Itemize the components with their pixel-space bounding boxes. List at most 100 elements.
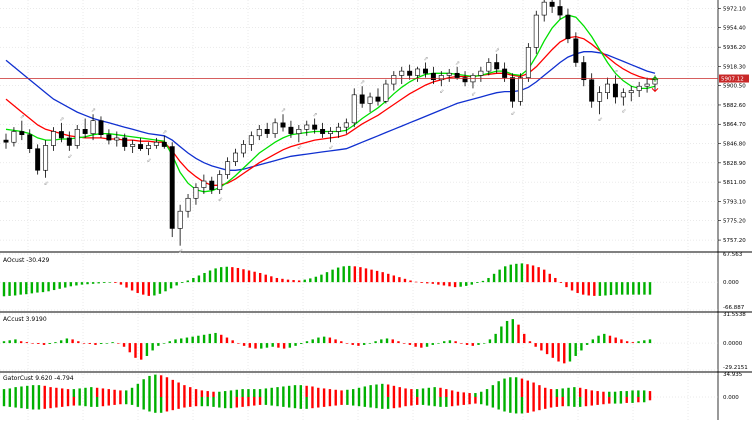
ac-bar xyxy=(483,343,486,344)
ac-axis-label: -29.2151 xyxy=(723,365,748,371)
gator-lower-bar xyxy=(514,397,518,414)
gator-upper-bar xyxy=(258,389,262,397)
fractal-down-marker: ⇙ xyxy=(621,108,626,115)
gator-lower-bar xyxy=(404,397,407,407)
ao-bar xyxy=(2,282,6,297)
ac-pane-title: ACcust 3.9190 xyxy=(3,316,47,323)
ao-bar xyxy=(320,274,323,283)
gator-upper-bar xyxy=(357,387,361,397)
gator-upper-bar xyxy=(346,389,349,397)
ao-bar xyxy=(153,282,156,296)
candle xyxy=(161,141,167,147)
ac-bar xyxy=(271,343,274,347)
ao-bar xyxy=(403,278,407,283)
current-price-tag xyxy=(719,74,749,83)
gator-upper-bar xyxy=(608,391,611,397)
gator-lower-bar xyxy=(421,397,425,405)
ao-bar xyxy=(487,277,490,283)
candle xyxy=(454,72,460,78)
gator-lower-bar xyxy=(608,397,611,404)
candle xyxy=(201,180,207,188)
ao-bar xyxy=(164,282,167,292)
ac-bar xyxy=(328,337,332,344)
gator-upper-bar xyxy=(264,388,268,397)
gator-lower-bar xyxy=(270,397,273,406)
ac-bar xyxy=(523,333,526,344)
ao-bar xyxy=(615,282,618,295)
ao-bar xyxy=(292,280,295,283)
ao-bar xyxy=(147,282,150,296)
candle xyxy=(264,129,270,134)
fractal-down-marker: ⇙ xyxy=(329,144,334,151)
ao-bar xyxy=(359,267,362,283)
gator-upper-bar xyxy=(509,377,512,397)
ao-bar xyxy=(348,265,351,283)
awesome-oscillator-pane[interactable]: AOcust -30.429 xyxy=(2,257,652,297)
gator-lower-bar xyxy=(311,397,314,409)
candle xyxy=(438,75,444,81)
gator-lower-bar xyxy=(613,397,617,404)
candle xyxy=(35,148,41,171)
ac-bar xyxy=(391,339,394,344)
gator-lower-bar xyxy=(177,397,180,409)
candle xyxy=(620,92,626,98)
candle xyxy=(225,161,231,175)
fractal-up-marker: ⇗ xyxy=(313,112,318,119)
price-axis-label: 5954.40 xyxy=(723,26,746,32)
ao-bar xyxy=(476,282,479,283)
gator-lower-bar xyxy=(351,397,355,406)
ao-bar xyxy=(36,282,39,293)
fractal-down-marker: ⇙ xyxy=(297,144,302,151)
ac-bar xyxy=(225,337,229,344)
gator-upper-bar xyxy=(154,374,157,397)
ac-bar xyxy=(380,339,383,344)
ao-bar xyxy=(13,282,17,296)
gator-upper-bar xyxy=(49,387,52,397)
gator-upper-bar xyxy=(386,384,390,397)
fractal-up-marker: ⇗ xyxy=(20,114,25,121)
ao-bar xyxy=(169,282,173,289)
gator-lower-bar xyxy=(282,397,285,407)
gator-upper-bar xyxy=(555,389,559,397)
gator-upper-bar xyxy=(427,387,431,397)
ao-bar xyxy=(548,273,551,283)
gator-upper-bar xyxy=(578,387,582,397)
fractal-up-marker: ⇗ xyxy=(91,107,96,114)
candle xyxy=(240,144,246,154)
ma-slow-line xyxy=(5,51,656,171)
candle xyxy=(169,146,175,229)
main-price-pane[interactable]: ⇗⇙⇗⇙⇗⇙⇗⇙⇙⇗⇙⇗⇙⇗⇗⇙⇗⇙⇗⇙⇗⇙⇗⇙ xyxy=(0,0,718,255)
gator-lower-bar xyxy=(14,397,17,408)
ao-bar xyxy=(453,282,457,288)
gator-upper-bar xyxy=(532,382,535,397)
gator-upper-bar xyxy=(590,390,594,397)
gator-upper-bar xyxy=(462,392,465,397)
ac-bar xyxy=(231,340,234,344)
ac-bar xyxy=(591,339,595,344)
gator-lower-bar xyxy=(165,397,169,412)
candle xyxy=(335,126,341,132)
ao-axis-label: -66.887 xyxy=(723,305,745,311)
gator-lower-bar xyxy=(258,397,262,405)
gator-lower-bar xyxy=(573,397,576,407)
ao-axis-label: 67.563 xyxy=(723,252,743,258)
ac-bar xyxy=(614,337,617,344)
accelerator-oscillator-pane[interactable]: ACcust 3.9190 xyxy=(2,316,652,364)
gator-upper-bar xyxy=(328,389,332,397)
ac-bar xyxy=(500,326,503,344)
ac-bar xyxy=(563,343,566,364)
gator-upper-bar xyxy=(363,386,367,397)
gator-lower-bar xyxy=(503,397,506,412)
gator-upper-bar xyxy=(95,387,99,397)
ao-bar xyxy=(130,282,134,291)
candle xyxy=(573,38,579,63)
ac-bar xyxy=(345,343,349,344)
gator-oscillator-pane[interactable]: GatorCust 9.620 -4.794 xyxy=(2,374,652,414)
gator-upper-bar xyxy=(37,385,41,397)
gator-lower-bar xyxy=(142,397,145,410)
gator-lower-bar xyxy=(538,397,541,411)
ao-bar xyxy=(30,282,34,294)
gator-upper-bar xyxy=(235,389,238,397)
